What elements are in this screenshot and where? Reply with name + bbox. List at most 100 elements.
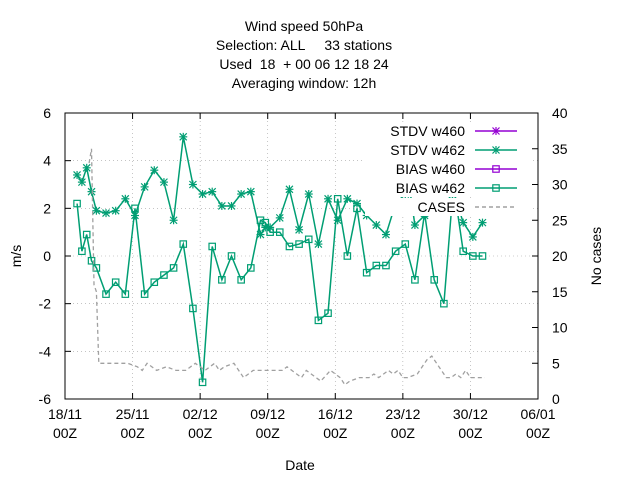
square-marker <box>237 276 245 284</box>
star-marker <box>140 182 149 191</box>
square-marker <box>160 271 168 279</box>
star-marker <box>92 206 101 215</box>
legend-entry-bg <box>365 179 530 197</box>
y2-tick-label: 25 <box>552 212 568 228</box>
square-marker <box>261 218 270 227</box>
title-line: Selection: ALL 33 stations <box>216 37 392 53</box>
star-marker <box>468 232 477 241</box>
square-marker <box>372 261 381 270</box>
star-marker <box>492 127 500 135</box>
square-marker <box>179 240 188 248</box>
star-marker <box>478 218 487 227</box>
square-marker <box>256 216 265 225</box>
square-marker <box>218 276 226 284</box>
square-marker <box>459 247 467 256</box>
square-marker <box>266 228 274 236</box>
square-marker <box>411 276 419 284</box>
star-marker <box>111 206 120 215</box>
star-marker <box>227 201 236 210</box>
square-marker <box>131 204 139 213</box>
y-tick-label: -6 <box>39 391 52 407</box>
star-marker <box>410 221 419 230</box>
square-marker <box>78 247 86 256</box>
legend-label: CASES <box>418 199 465 215</box>
legend-entry: STDV w462 <box>365 141 530 159</box>
legend-entry: CASES <box>365 198 530 216</box>
y2-tick-label: 20 <box>552 248 568 264</box>
square-marker <box>111 278 120 287</box>
square-marker <box>401 240 410 248</box>
square-marker <box>469 252 477 260</box>
square-marker <box>121 290 130 298</box>
star-marker <box>150 166 159 175</box>
square-marker <box>478 252 487 260</box>
legend-label: STDV w462 <box>390 142 465 158</box>
legend-entry-bg <box>365 198 530 216</box>
square-marker <box>353 204 361 213</box>
square-marker <box>227 252 236 260</box>
x-axis-label: Date <box>285 457 315 473</box>
square-marker <box>189 304 197 313</box>
star-marker <box>275 213 284 222</box>
square-marker <box>343 252 352 260</box>
chart-title: Wind speed 50hPa Selection: ALL 33 statio… <box>216 18 392 91</box>
title-line: Averaging window: 12h <box>232 75 377 91</box>
y2-tick-label: 10 <box>552 320 568 336</box>
square-marker <box>198 378 207 387</box>
star-marker <box>304 190 313 199</box>
y-tick-label: -2 <box>39 296 52 312</box>
square-marker <box>82 230 91 239</box>
y2-tick-label: 0 <box>552 391 560 407</box>
legend-entry-bg <box>365 122 530 140</box>
axes: -6 -4 -2 0 2 4 6 0 5 10 15 20 25 30 35 40 18/11 00Z 25/11 0… <box>39 105 568 441</box>
square-marker <box>73 199 81 208</box>
square-marker <box>140 290 149 298</box>
x-tick-label: 25/11 00Z <box>116 406 150 441</box>
legend-entry: BIAS w460 <box>365 160 530 178</box>
y-tick-label: 0 <box>43 248 51 264</box>
x-tick-label: 18/11 00Z <box>48 406 82 441</box>
square-marker <box>430 276 439 284</box>
star-marker <box>87 187 96 196</box>
y-tick-label: 6 <box>43 105 51 121</box>
x-tick-label: 02/12 00Z <box>183 406 218 441</box>
square-marker <box>333 195 342 203</box>
title-line: Used 18 + 00 06 12 18 24 <box>219 56 389 72</box>
legend-label: STDV w460 <box>390 123 465 139</box>
x-tick-label: 23/12 00Z <box>385 406 420 441</box>
square-marker <box>87 256 96 265</box>
square-marker <box>150 278 159 287</box>
star-marker <box>121 194 130 203</box>
star-marker <box>237 190 246 199</box>
star-marker <box>266 223 275 232</box>
legend-entry: STDV w460 <box>365 122 530 140</box>
legend-entry-bg <box>365 160 530 178</box>
y2-tick-label: 40 <box>552 105 568 121</box>
star-marker <box>295 225 304 234</box>
square-marker <box>169 264 178 272</box>
star-marker <box>381 230 390 239</box>
star-marker <box>73 170 82 179</box>
x-tick-label: 30/12 00Z <box>453 406 488 441</box>
y-tick-label: -4 <box>39 343 52 359</box>
y2-axis-label: No cases <box>588 227 604 285</box>
square-marker <box>362 268 371 277</box>
square-marker <box>440 299 448 308</box>
legend: STDV w460 STDV w462 BIAS w460 BIAS w462 CASE… <box>365 122 530 216</box>
y2-tick-label: 30 <box>552 177 568 193</box>
y2-tick-label: 5 <box>552 355 560 371</box>
legend-entry: BIAS w462 <box>365 179 530 197</box>
grid-lines <box>65 113 538 399</box>
y2-tick-label: 35 <box>552 141 568 157</box>
x-tick-label: 09/12 00Z <box>250 406 285 441</box>
square-marker <box>247 264 255 272</box>
square-marker <box>492 165 500 173</box>
square-marker <box>492 184 500 192</box>
star-marker <box>102 209 111 218</box>
square-marker <box>324 309 332 318</box>
title-line: Wind speed 50hPa <box>245 18 364 34</box>
y2-tick-label: 15 <box>552 284 568 300</box>
star-marker <box>285 185 294 194</box>
legend-label: BIAS w460 <box>396 161 465 177</box>
